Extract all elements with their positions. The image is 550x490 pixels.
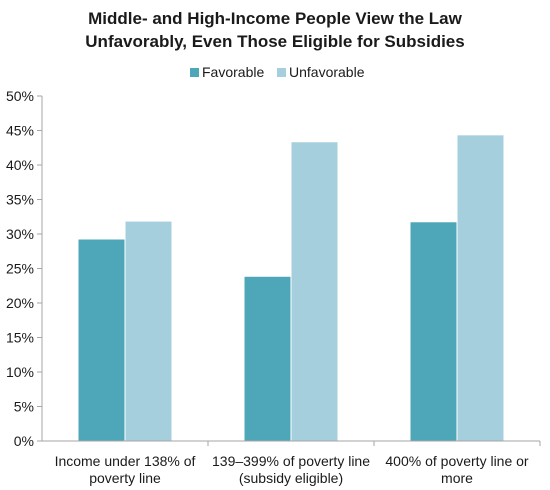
y-tick-label: 50% [6, 88, 34, 104]
y-tick-label: 20% [6, 295, 34, 311]
x-category-label: (subsidy eligible) [239, 470, 343, 486]
y-tick-label: 5% [14, 399, 34, 415]
legend-label-favorable: Favorable [202, 64, 264, 80]
bar-favorable-3 [410, 222, 457, 441]
chart-legend: Favorable Unfavorable [190, 64, 365, 80]
chart-title: Middle- and High-Income People View the … [85, 9, 464, 51]
y-tick-label: 40% [6, 157, 34, 173]
chart-title-line-2: Unfavorably, Even Those Eligible for Sub… [85, 32, 464, 51]
bar-unfavorable-2 [291, 142, 338, 442]
y-tick-label: 35% [6, 192, 34, 208]
y-tick-label: 0% [14, 433, 34, 449]
y-tick-label: 10% [6, 364, 34, 380]
y-tick-label: 30% [6, 226, 34, 242]
x-category-label: more [441, 470, 473, 486]
y-tick-label: 45% [6, 123, 34, 139]
x-category-label: 400% of poverty line or [385, 453, 529, 469]
bar-unfavorable-3 [457, 135, 504, 441]
y-axis-ticks: 0% 5% 10% 15% 20% 25% 30% 35% 40% 45% 50% [6, 88, 34, 449]
legend-label-unfavorable: Unfavorable [289, 64, 365, 80]
bar-favorable-2 [244, 276, 291, 441]
x-category-label: poverty line [89, 470, 161, 486]
y-tick-label: 25% [6, 261, 34, 277]
bar-unfavorable-1 [125, 221, 172, 441]
legend-swatch-unfavorable [277, 68, 286, 77]
chart-bars [78, 135, 504, 442]
x-category-label: Income under 138% of [55, 453, 196, 469]
legend-swatch-favorable [190, 68, 199, 77]
chart-title-line-1: Middle- and High-Income People View the … [88, 9, 463, 28]
y-tick-label: 15% [6, 330, 34, 346]
chart-axes [37, 95, 541, 446]
bar-favorable-1 [78, 239, 125, 441]
x-category-label: 139–399% of poverty line [212, 453, 370, 469]
